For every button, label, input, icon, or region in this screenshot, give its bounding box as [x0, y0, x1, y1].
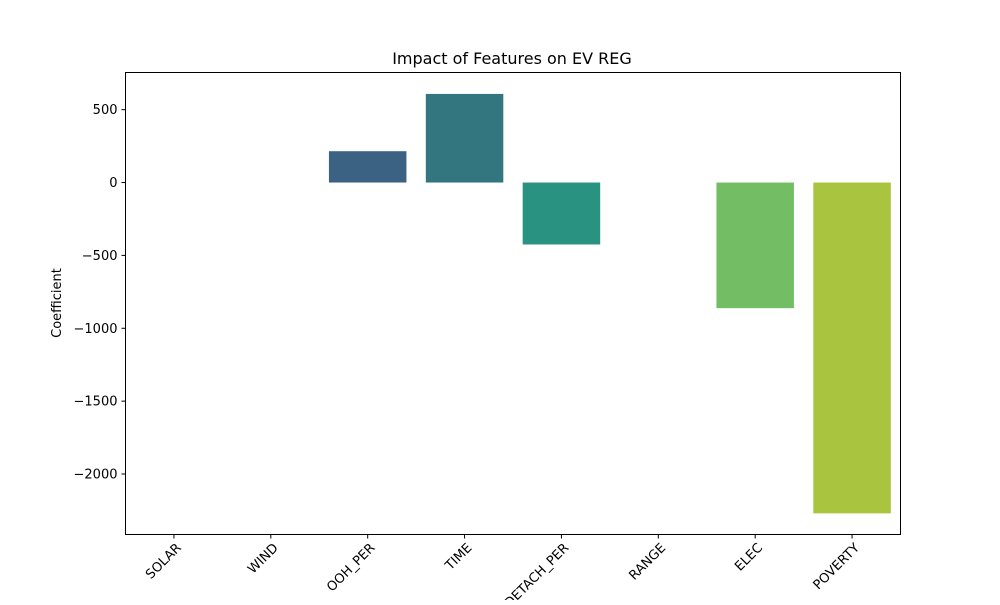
y-tick-label: −1500 [74, 395, 118, 410]
chart-title: Impact of Features on EV REG [392, 49, 632, 68]
y-axis-label: Coefficient [50, 268, 65, 338]
x-axis-ticks: SOLAR WIND OOH_PER TIME DETACH_PER RANGE ELEC P… [143, 534, 863, 605]
plot-frame [125, 72, 901, 535]
x-tick-label-detach-per: DETACH_PER [502, 541, 572, 600]
bar-poverty [813, 182, 891, 514]
bar-time [425, 93, 504, 183]
x-tick-label-elec: ELEC [732, 541, 766, 575]
x-tick-label-solar: SOLAR [143, 541, 185, 583]
x-tick-label-poverty: POVERTY [811, 541, 863, 593]
y-tick-label: 500 [93, 103, 118, 118]
y-tick-label: −1000 [74, 322, 118, 337]
x-tick-label-ooh-per: OOH_PER [324, 541, 378, 595]
bar-ooh-per [328, 151, 407, 183]
x-tick-label-time: TIME [442, 541, 475, 574]
bar-elec [716, 182, 794, 309]
y-tick-label: −500 [82, 249, 118, 264]
bars-group [328, 93, 891, 514]
y-tick-label: −2000 [74, 468, 118, 483]
y-tick-label: 0 [109, 176, 117, 191]
bar-detach-per [522, 182, 601, 245]
y-axis-ticks: 500 0 −500 −1000 −1500 −2000 [74, 103, 126, 483]
x-tick-label-wind: WIND [245, 541, 281, 577]
x-tick-label-range: RANGE [626, 541, 669, 584]
